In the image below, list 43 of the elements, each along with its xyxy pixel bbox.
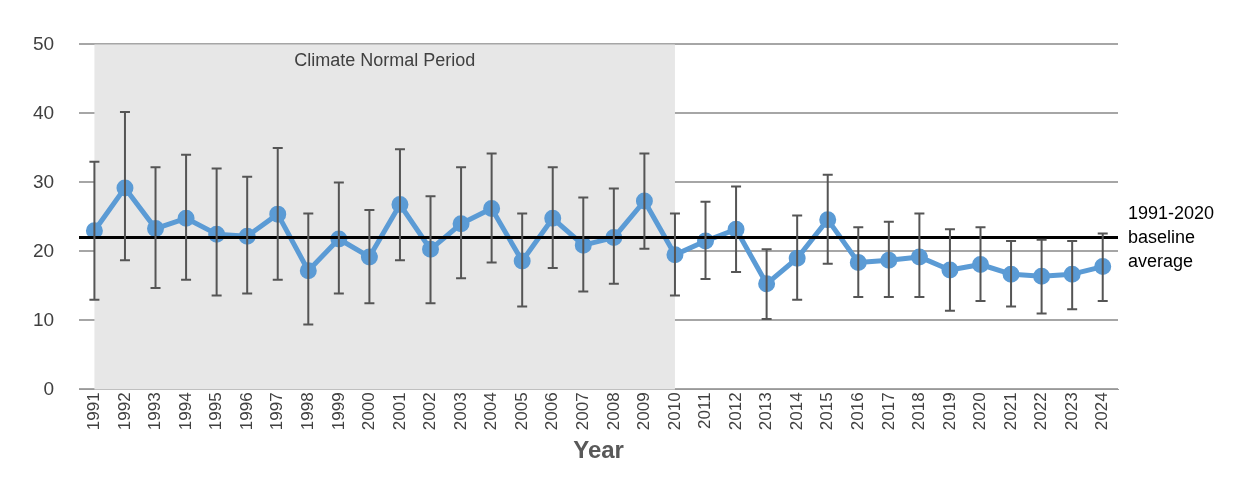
y-tick-label: 10 [32, 308, 55, 330]
x-tick-label: 2016 [847, 392, 867, 431]
x-tick-label: 2001 [389, 392, 409, 431]
x-tick-label: 2022 [1031, 392, 1051, 431]
x-tick-label: 2018 [909, 392, 929, 431]
x-tick-label: 1996 [236, 392, 256, 431]
x-tick-label: 1997 [267, 392, 287, 431]
x-tick-label: 2005 [511, 392, 531, 431]
x-tick-label: 1999 [328, 392, 348, 431]
x-tick-label: 2021 [1000, 392, 1020, 431]
x-tick-label: 2006 [542, 392, 562, 431]
x-tick-label: 2004 [481, 392, 501, 431]
x-tick-label: 2014 [786, 392, 806, 431]
x-tick-label: 2010 [664, 392, 684, 431]
x-tick-label: 1993 [145, 392, 165, 431]
x-tick-label: 2007 [572, 392, 592, 431]
x-tick-label: 2008 [603, 392, 623, 431]
x-tick-label: 2020 [970, 392, 990, 431]
x-tick-label: 2015 [817, 392, 837, 431]
x-tick-label: 2019 [939, 392, 959, 431]
y-tick-label: 50 [32, 32, 55, 54]
ref-line-label: 1991-2020 baseline average [1128, 202, 1215, 271]
band-label: Climate Normal Period [294, 50, 476, 71]
x-tick-label: 2013 [756, 392, 776, 431]
x-tick-label: 2000 [359, 392, 379, 431]
y-tick-label: 20 [32, 239, 55, 261]
x-axis-title: Year [573, 436, 624, 464]
x-tick-label: 1994 [175, 392, 195, 431]
x-tick-label: 2012 [725, 392, 745, 431]
x-tick-label: 2023 [1061, 392, 1081, 431]
x-tick-label: 1992 [114, 392, 134, 431]
y-tick-label: 30 [32, 170, 55, 192]
x-tick-label: 1995 [206, 392, 226, 431]
x-tick-label: 1991 [84, 392, 104, 431]
x-tick-label: 2003 [450, 392, 470, 431]
x-tick-label: 2017 [878, 392, 898, 431]
x-tick-label: 2002 [420, 392, 440, 431]
x-tick-label: 2009 [634, 392, 654, 431]
y-tick-label: 0 [43, 377, 55, 399]
x-tick-label: 1998 [297, 392, 317, 431]
x-tick-label: 2024 [1092, 392, 1112, 431]
y-tick-label: 40 [32, 101, 55, 123]
x-tick-label: 2011 [695, 392, 715, 429]
